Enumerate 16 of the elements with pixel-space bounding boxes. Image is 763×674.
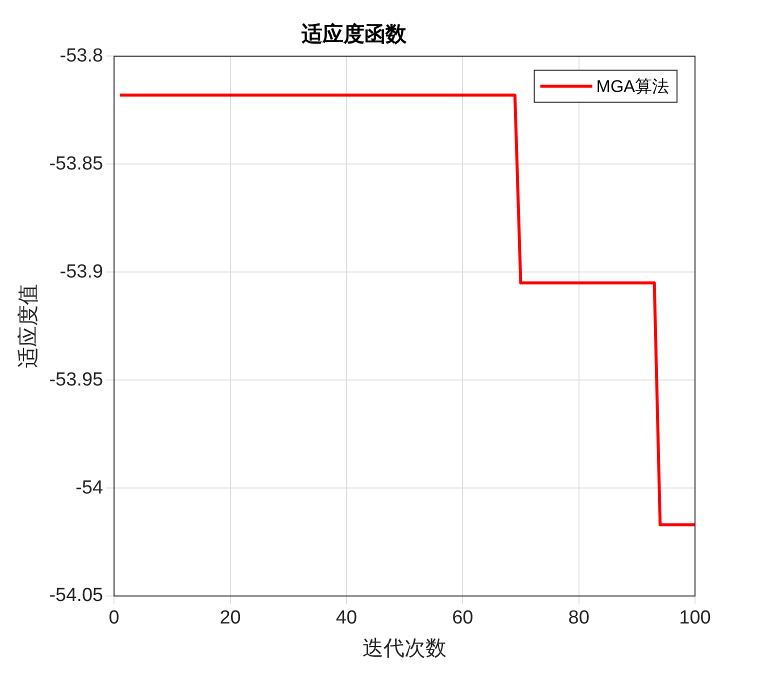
x-tick-label: 40 — [336, 608, 358, 629]
x-axis-title: 迭代次数 — [362, 636, 447, 660]
y-tick-label: -54 — [76, 477, 104, 498]
x-tick-label: 0 — [108, 608, 120, 629]
x-tick-label: 80 — [568, 608, 590, 629]
y-tick-label: -54.05 — [49, 585, 104, 606]
x-tick-label: 60 — [452, 608, 474, 629]
x-tick-label: 20 — [220, 608, 241, 629]
x-tick-label: 100 — [679, 608, 711, 629]
y-tick-label: -53.85 — [49, 153, 104, 174]
chart-title: 适应度函数 — [300, 21, 408, 46]
y-tick-label: -53.9 — [60, 261, 104, 282]
legend-label: MGA算法 — [596, 76, 670, 96]
y-tick-label: -53.8 — [60, 45, 104, 66]
y-tick-label: -53.95 — [49, 369, 104, 390]
y-axis-title: 适应度值 — [16, 284, 40, 368]
